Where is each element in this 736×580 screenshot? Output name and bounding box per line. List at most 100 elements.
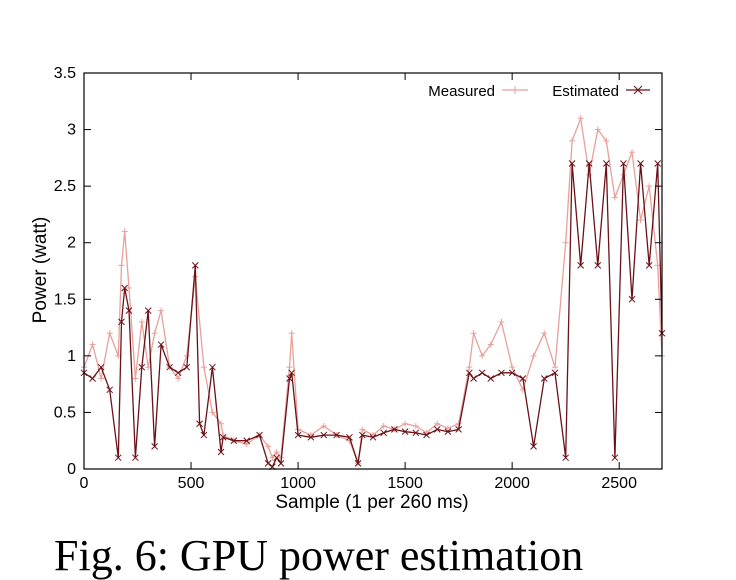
data-point-estimated [412,429,420,437]
data-point-estimated [423,431,430,439]
data-point-measured [183,352,190,359]
data-point-measured [646,183,653,190]
data-point-measured [175,375,182,382]
data-point-estimated [97,363,105,371]
data-point-estimated [191,261,199,269]
data-point-estimated [487,375,495,382]
data-point-estimated [654,160,662,167]
series-line-estimated [83,162,663,468]
y-tick-label: 0.5 [54,404,76,421]
x-tick-label: 0 [80,475,89,492]
data-point-measured [402,420,409,427]
data-point-estimated [114,454,122,462]
data-point-estimated [277,459,285,467]
data-point-estimated [568,160,576,167]
data-point-measured [158,307,165,314]
y-tick-label: 0 [67,461,76,478]
data-point-estimated [125,307,133,314]
data-point-measured [530,352,537,359]
data-point-estimated [433,426,441,433]
data-point-measured [98,375,105,382]
data-point-estimated [562,454,570,462]
data-point-estimated [470,375,477,382]
y-tick-label: 3 [67,122,76,139]
data-point-measured [106,330,113,337]
legend-label-measured: Measured [428,83,495,100]
data-point-estimated [354,459,362,467]
data-point-estimated [273,454,281,462]
y-tick-label: 2.5 [54,178,76,195]
data-point-estimated [219,433,227,441]
figure-caption: Fig. 6: GPU power estimation [54,531,584,580]
data-point-measured [359,426,366,433]
data-point-estimated [183,363,191,371]
data-point-measured [286,364,293,371]
data-point-estimated [118,318,125,326]
data-point-measured [509,364,516,371]
legend: Measured Estimated [428,83,650,100]
legend-marker-measured [502,86,528,94]
data-point-estimated [645,261,653,269]
y-tick-label: 2 [67,235,76,252]
data-point-measured [132,375,139,382]
data-point-measured [151,330,158,337]
data-point-measured [218,420,225,427]
data-point-measured [380,423,387,430]
data-point-estimated [209,363,216,371]
data-point-estimated [294,431,302,439]
data-point-estimated [380,429,388,437]
x-tick-label: 2000 [494,475,530,492]
legend-marker-estimated [626,85,650,95]
data-point-estimated [333,431,340,439]
data-point-measured [551,364,558,371]
data-point-measured [466,364,473,371]
data-point-measured [586,171,593,178]
data-point-estimated [594,261,602,269]
data-point-measured [603,137,610,144]
data-point-estimated [391,426,398,433]
data-point-estimated [620,160,627,167]
data-point-estimated [369,433,377,441]
data-point-measured [487,341,494,348]
x-tick-label: 2500 [601,475,637,492]
data-point-estimated [498,369,505,377]
data-point-measured [273,449,280,456]
data-point-estimated [320,431,328,439]
series-layer [80,115,666,471]
data-point-measured [498,318,505,325]
data-point-estimated [577,261,585,269]
data-point-estimated [200,431,208,439]
y-tick-label: 3.5 [54,65,76,82]
data-point-measured [265,443,272,450]
y-axis-label: Power (watt) [30,217,51,324]
data-point-estimated [530,443,537,450]
data-point-estimated [551,369,559,377]
data-point-estimated [611,454,619,462]
data-point-measured [138,318,145,325]
data-point-estimated [106,386,114,394]
data-point-measured [577,115,584,122]
data-point-measured [412,423,419,430]
data-point-measured [594,126,601,133]
data-point-measured [200,364,207,371]
data-point-estimated [444,428,452,436]
power-estimation-chart: 0 500 1000 1500 2000 2500 0 0.5 1 1.5 2 2.5 3 3.5 Sam… [30,65,666,513]
data-point-estimated [174,369,182,377]
y-tick-label: 1 [67,348,76,365]
data-point-measured [209,409,216,416]
data-point-estimated [89,375,96,382]
data-point-measured [479,352,486,359]
data-point-estimated [256,431,263,439]
x-tick-label: 1500 [387,475,423,492]
data-point-estimated [346,433,353,441]
data-point-estimated [144,307,152,314]
data-point-estimated [585,160,593,167]
data-point-measured [569,137,576,144]
x-tick-label: 1000 [280,475,316,492]
data-point-estimated [264,459,272,467]
data-point-estimated [540,375,548,382]
data-point-estimated [286,375,293,382]
data-point-measured [89,341,96,348]
y-tick-label: 1.5 [54,291,76,308]
data-point-estimated [455,426,462,433]
